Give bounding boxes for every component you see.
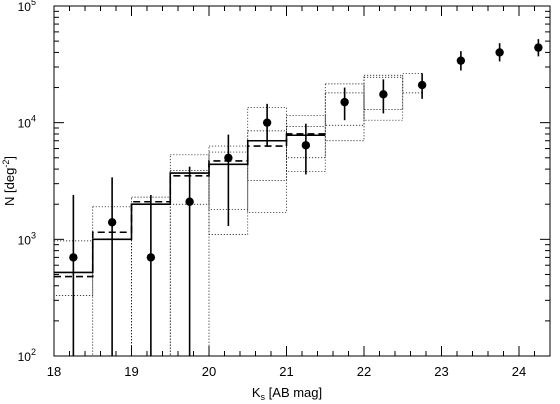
data-point [456, 56, 466, 65]
data-points [69, 39, 543, 356]
data-point [340, 97, 349, 107]
x-tick-label: 18 [47, 364, 61, 379]
y-tick-label: 102 [18, 347, 36, 364]
model-box [402, 72, 423, 94]
data-point [69, 253, 78, 262]
x-tick-label: 20 [202, 364, 216, 379]
model-box [324, 92, 365, 142]
x-tick-label: 19 [124, 364, 138, 379]
data-point [301, 141, 311, 150]
x-tick-label: 21 [279, 364, 293, 379]
x-tick-label: 24 [512, 364, 526, 379]
data-point [417, 80, 427, 90]
data-point [262, 118, 272, 127]
data-point [379, 90, 388, 99]
y-axis-ticks: 102 103 104 105 [18, 0, 550, 364]
y-tick-label: 103 [18, 230, 36, 247]
data-point [534, 43, 543, 52]
model-box [363, 74, 404, 121]
plot-frame [53, 5, 551, 357]
dotted-model-boxes [53, 72, 423, 357]
data-point [185, 197, 194, 206]
data-point [107, 218, 117, 227]
x-tick-label: 23 [434, 364, 448, 379]
y-axis-label: N [deg-2] [1, 156, 17, 206]
model-box [324, 83, 365, 126]
y-tick-label: 104 [18, 114, 36, 131]
data-point [495, 48, 504, 57]
data-point [224, 153, 233, 162]
x-axis-ticks: 18 19 20 21 22 23 24 [47, 6, 535, 379]
model-box [208, 145, 249, 235]
data-point [146, 253, 156, 262]
y-tick-label: 105 [18, 0, 36, 14]
x-tick-label: 22 [357, 364, 371, 379]
x-axis-label: Ks [AB mag] [252, 385, 322, 402]
